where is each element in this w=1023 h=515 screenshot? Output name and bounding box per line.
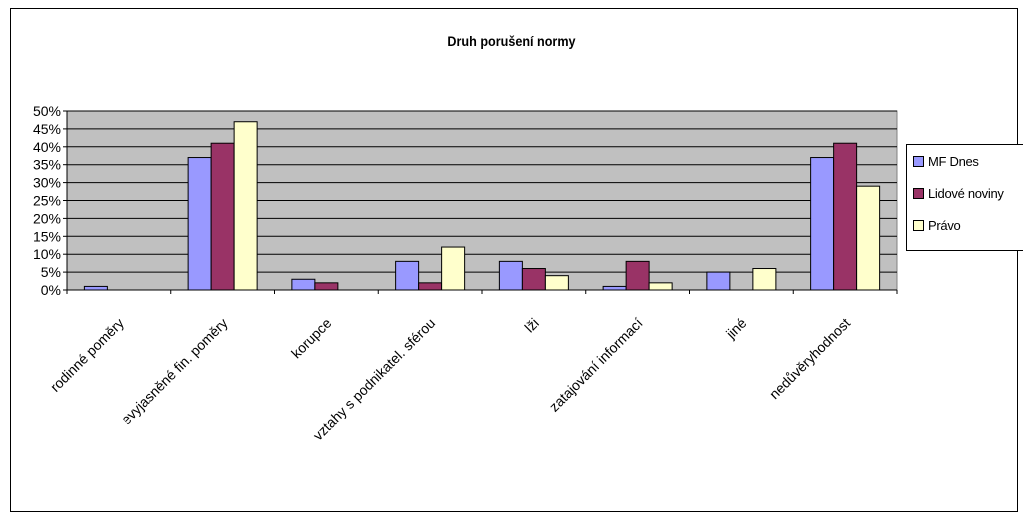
bar [441,246,466,291]
legend-item: Právo [913,215,961,235]
legend-swatch [913,187,924,199]
bar [544,275,569,291]
legend-item: Lidové noviny [913,183,1004,203]
x-category-label: korupce [288,315,335,362]
y-tick-label: 30% [33,175,61,191]
y-tick-label: 40% [33,139,61,155]
bar [83,285,108,291]
bar [602,285,627,291]
legend-swatch [913,155,924,167]
bar [291,278,316,291]
legend: MF Dnes Lidové noviny Právo [906,144,1023,251]
legend-item: MF Dnes [913,151,979,171]
x-category-label: vztahy s podnikatel. sférou [310,315,439,444]
bar [187,157,212,291]
x-category-label: lži [521,315,542,336]
legend-label: Lidové noviny [928,185,1004,201]
x-category-label: jiné [722,315,750,343]
y-tick-label: 15% [33,228,61,244]
chart-title: Druh porušení normy [447,33,576,49]
bar [752,268,777,291]
bar [521,268,546,291]
bar [233,121,258,291]
x-category-label: nedůvěryhodnost [766,315,853,402]
x-category-label: nevyjasněné fin. poměry [112,315,231,434]
bar [625,260,650,291]
y-tick-label: 0% [41,282,61,298]
bar [856,185,881,291]
bar [314,282,339,291]
legend-swatch [913,219,924,231]
y-tick-label: 5% [41,264,61,280]
y-tick-label: 45% [33,121,61,137]
bar [498,260,523,291]
bar [810,157,835,291]
bar [395,260,420,291]
x-category-label: rodinné poměry [47,315,127,395]
y-tick-label: 35% [33,157,61,173]
y-tick-label: 20% [33,210,61,226]
x-category-label: zatajování informací [546,315,646,415]
legend-label: Právo [928,217,961,233]
legend-label: MF Dnes [928,153,979,169]
bar [210,142,235,291]
y-tick-label: 10% [33,246,61,262]
bar [706,271,731,291]
y-tick-label: 25% [33,193,61,209]
bar [833,142,858,291]
bar [418,282,443,291]
bar [648,282,673,291]
y-tick-label: 50% [33,103,61,119]
